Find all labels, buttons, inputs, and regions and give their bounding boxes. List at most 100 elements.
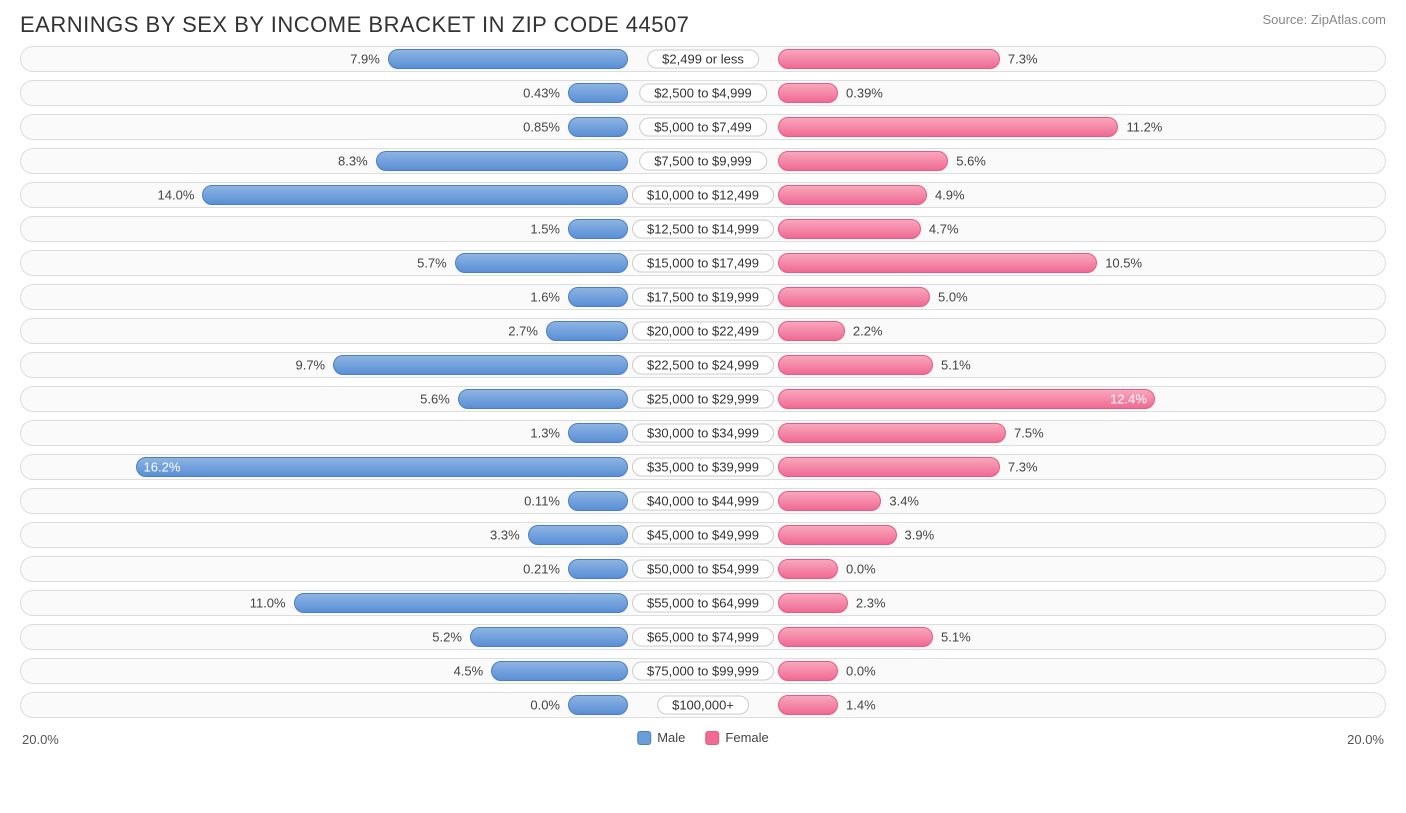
value-female: 5.6% xyxy=(956,154,986,169)
bracket-label: $17,500 to $19,999 xyxy=(632,288,774,307)
value-female: 3.9% xyxy=(905,528,935,543)
bar-male xyxy=(568,423,628,443)
value-female: 5.1% xyxy=(941,630,971,645)
bracket-label: $22,500 to $24,999 xyxy=(632,356,774,375)
value-male: 7.9% xyxy=(350,52,380,67)
value-female: 3.4% xyxy=(889,494,919,509)
chart-row: $5,000 to $7,4990.85%11.2% xyxy=(20,114,1386,140)
value-male: 0.21% xyxy=(523,562,560,577)
chart-row: $2,500 to $4,999 0.43% 0.39% xyxy=(20,80,1386,106)
value-male: 8.3% xyxy=(338,154,368,169)
bar-female xyxy=(778,151,948,171)
value-male: 14.0% xyxy=(158,188,195,203)
chart-row: $45,000 to $49,999 3.3% 3.9% xyxy=(20,522,1386,548)
bar-female xyxy=(778,49,1000,69)
chart-row: $75,000 to $99,999 4.5% 0.0% xyxy=(20,658,1386,684)
value-female: 7.3% xyxy=(1008,460,1038,475)
bar-female xyxy=(778,661,838,681)
chart-header: EARNINGS BY SEX BY INCOME BRACKET IN ZIP… xyxy=(0,0,1406,46)
value-female: 11.2% xyxy=(1126,120,1162,135)
bracket-label: $30,000 to $34,999 xyxy=(632,424,774,443)
bracket-label: $15,000 to $17,499 xyxy=(632,254,774,273)
bar-female xyxy=(778,253,1097,273)
bracket-label: $75,000 to $99,999 xyxy=(632,662,774,681)
bracket-label: $55,000 to $64,999 xyxy=(632,594,774,613)
chart-title: EARNINGS BY SEX BY INCOME BRACKET IN ZIP… xyxy=(20,12,689,38)
bar-male xyxy=(470,627,628,647)
value-female: 0.0% xyxy=(846,664,876,679)
bar-female xyxy=(778,627,933,647)
bar-female xyxy=(778,423,1006,443)
swatch-male-icon xyxy=(637,731,651,745)
legend-male: Male xyxy=(637,730,685,745)
bracket-label: $65,000 to $74,999 xyxy=(632,628,774,647)
bar-female xyxy=(778,593,848,613)
bar-male xyxy=(568,491,628,511)
bracket-label: $25,000 to $29,999 xyxy=(632,390,774,409)
bar-female xyxy=(778,457,1000,477)
bar-male xyxy=(376,151,628,171)
bracket-label: $2,499 or less xyxy=(647,50,759,69)
chart-row: $100,000+0.0%1.4% xyxy=(20,692,1386,718)
bar-female xyxy=(778,219,921,239)
legend: Male Female xyxy=(637,730,769,745)
value-male: 9.7% xyxy=(295,358,325,373)
value-female: 5.0% xyxy=(938,290,968,305)
bar-male xyxy=(294,593,628,613)
legend-male-label: Male xyxy=(657,730,685,745)
value-male: 4.5% xyxy=(454,664,484,679)
value-male: 5.2% xyxy=(432,630,462,645)
chart-row: $20,000 to $22,4992.7%2.2% xyxy=(20,318,1386,344)
bracket-label: $5,000 to $7,499 xyxy=(639,118,767,137)
chart-row: $12,500 to $14,9991.5%4.7% xyxy=(20,216,1386,242)
value-male: 3.3% xyxy=(490,528,520,543)
bar-male xyxy=(388,49,628,69)
bar-male xyxy=(568,559,628,579)
bar-female xyxy=(778,185,927,205)
value-male: 1.5% xyxy=(530,222,560,237)
bar-female xyxy=(778,389,1155,409)
bracket-label: $35,000 to $39,999 xyxy=(632,458,774,477)
value-male: 5.6% xyxy=(420,392,450,407)
chart-row: $2,499 or less7.9%7.3% xyxy=(20,46,1386,72)
value-female: 4.9% xyxy=(935,188,965,203)
value-female: 2.3% xyxy=(856,596,886,611)
bar-male xyxy=(568,695,628,715)
bar-male xyxy=(458,389,628,409)
bar-female xyxy=(778,559,838,579)
chart-row: $15,000 to $17,499 5.7% 10.5% xyxy=(20,250,1386,276)
chart-row: $55,000 to $64,99911.0%2.3% xyxy=(20,590,1386,616)
value-male: 0.43% xyxy=(523,86,560,101)
value-female: 0.39% xyxy=(846,86,883,101)
bar-female xyxy=(778,491,881,511)
bracket-label: $20,000 to $22,499 xyxy=(632,322,774,341)
bar-male xyxy=(455,253,628,273)
bar-male xyxy=(568,83,628,103)
axis-label-right: 20.0% xyxy=(1347,732,1384,747)
value-female: 10.5% xyxy=(1105,256,1142,271)
bracket-label: $10,000 to $12,499 xyxy=(632,186,774,205)
bracket-label: $40,000 to $44,999 xyxy=(632,492,774,511)
bar-female xyxy=(778,287,930,307)
value-female: 0.0% xyxy=(846,562,876,577)
bar-male xyxy=(546,321,628,341)
bracket-label: $12,500 to $14,999 xyxy=(632,220,774,239)
chart-row: $65,000 to $74,999 5.2% 5.1% xyxy=(20,624,1386,650)
value-male: 5.7% xyxy=(417,256,447,271)
chart-footer: 20.0% Male Female 20.0% xyxy=(0,726,1406,766)
bar-male xyxy=(568,287,628,307)
bracket-label: $2,500 to $4,999 xyxy=(639,84,767,103)
axis-label-left: 20.0% xyxy=(22,732,59,747)
bar-male xyxy=(568,117,628,137)
value-male: 2.7% xyxy=(508,324,538,339)
bar-male xyxy=(528,525,628,545)
bar-male xyxy=(568,219,628,239)
value-male: 1.3% xyxy=(530,426,560,441)
value-female: 12.4% xyxy=(1110,392,1147,407)
bracket-label: $45,000 to $49,999 xyxy=(632,526,774,545)
value-male: 0.0% xyxy=(530,698,560,713)
value-male: 1.6% xyxy=(530,290,560,305)
legend-female: Female xyxy=(705,730,768,745)
bar-female xyxy=(778,525,897,545)
chart-area: $2,499 or less 7.9% 7.3% $2,500 to $4,999 0.… xyxy=(0,46,1406,718)
